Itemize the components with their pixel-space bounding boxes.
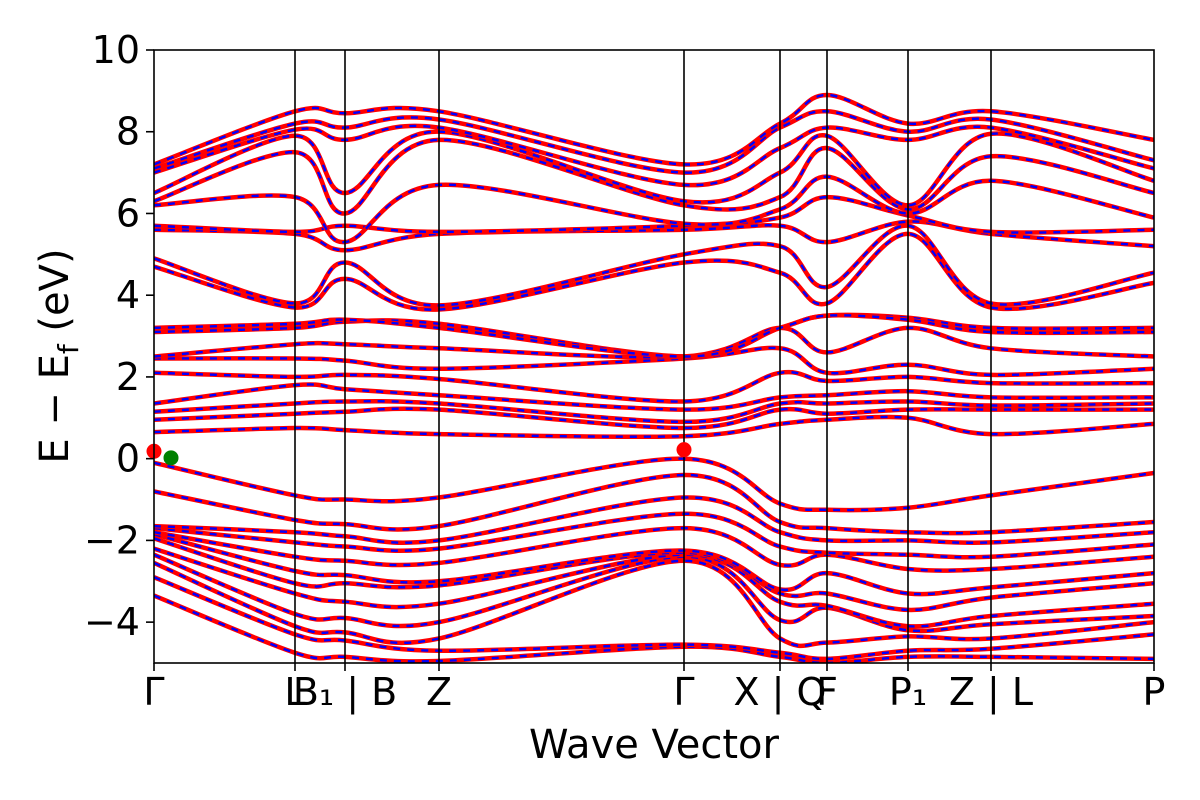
y-axis-label-unit: (eV)	[32, 248, 78, 344]
y-tick-label-5: 6	[116, 191, 140, 235]
band-29-spin-down	[154, 110, 1154, 174]
band-30-spin-down	[154, 93, 1154, 166]
band-20-spin-down	[154, 314, 1154, 358]
band-10-spin-down	[154, 473, 1154, 535]
band-28-spin-down	[154, 124, 1154, 187]
x-tick-label-1: L	[284, 670, 305, 714]
kpath-lines	[294, 50, 992, 663]
y-tick-label-3: 2	[116, 355, 140, 399]
band-27-spin-up	[154, 129, 1154, 208]
y-axis-label-main: E − E	[32, 354, 78, 464]
y-axis-ticks: −4 −2 0 2 4 6 8 10	[84, 28, 154, 644]
band-6-spin-down	[154, 533, 1154, 596]
band-1-spin-down	[154, 576, 1154, 661]
band-10-spin-up	[154, 472, 1154, 536]
x-tick-label-7: P₁	[889, 670, 927, 714]
band-8-spin-down	[154, 512, 1154, 559]
band-17-spin-down	[154, 346, 1154, 377]
extremum-marker-0	[163, 450, 179, 466]
band-3-spin-down	[154, 553, 1154, 633]
band-14-spin-down	[154, 400, 1154, 424]
band-26-spin-down	[154, 138, 1154, 215]
x-tick-label-3: Z	[426, 670, 452, 714]
plot-frame	[153, 49, 1155, 664]
x-axis-ticks: Γ LB₁ | B Z Γ X | QF P₁ Z | L P	[143, 663, 1165, 715]
band-19-spin-down	[154, 313, 1154, 358]
x-tick-label-9: P	[1143, 670, 1166, 714]
band-15-spin-down	[154, 383, 1154, 411]
y-tick-label-1: −2	[84, 518, 140, 562]
extremum-marker-2	[676, 442, 692, 458]
x-tick-label-8: Z | L	[949, 670, 1033, 715]
y-tick-label-4: 4	[116, 273, 140, 317]
y-tick-label-6: 8	[116, 110, 140, 154]
y-tick-label-0: −4	[84, 600, 140, 644]
band-16-spin-down	[154, 370, 1154, 403]
band-13-spin-up	[154, 406, 1154, 431]
x-tick-label-0: Γ	[143, 670, 164, 714]
x-tick-label-6: F	[816, 670, 838, 714]
markers-layer	[146, 442, 692, 466]
bands-layer	[154, 92, 1154, 663]
band-22-spin-down	[154, 224, 1154, 307]
x-tick-label-4: Γ	[673, 670, 694, 714]
band-13-spin-down	[154, 407, 1154, 430]
band-11-spin-down	[154, 457, 1154, 512]
band-2-spin-down	[154, 559, 1154, 648]
x-tick-label-5: X | Q	[734, 670, 827, 715]
band-5-spin-down	[154, 537, 1154, 612]
band-18-spin-down	[154, 326, 1154, 359]
band-9-spin-down	[154, 496, 1154, 544]
y-tick-label-2: 0	[116, 437, 140, 481]
band-21-spin-up	[154, 231, 1154, 312]
y-tick-label-7: 10	[92, 28, 140, 72]
band-21-spin-down	[154, 232, 1154, 311]
band-12-spin-down	[154, 415, 1154, 438]
x-tick-label-2: B₁ | B	[293, 670, 397, 715]
band-7-spin-down	[154, 526, 1154, 572]
x-axis-label: Wave Vector	[529, 722, 780, 768]
band-25-spin-down	[154, 175, 1154, 244]
band-17-spin-up	[154, 345, 1154, 378]
y-axis-label-sub: f	[52, 343, 85, 354]
y-axis-label: E − Ef (eV)	[32, 248, 85, 463]
